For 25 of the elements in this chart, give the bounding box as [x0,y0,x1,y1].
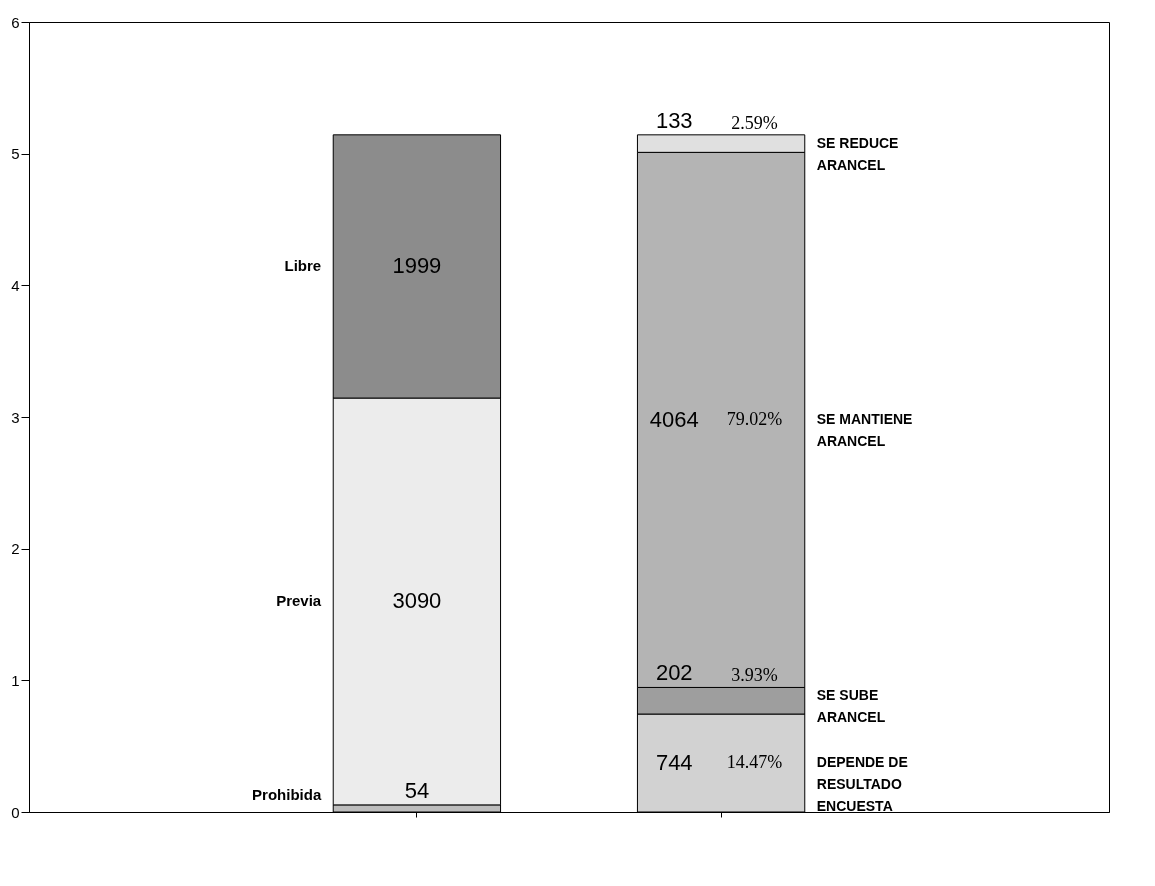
y-tick-label: 4 [11,276,20,294]
series-label: SE SUBE ARANCEL [816,687,886,726]
annotation: 14.47% [726,752,783,773]
y-tick-label: 6 [11,13,20,31]
y-tick-label: 2 [11,540,20,558]
series-label: SE MANTIENE ARANCEL [816,410,913,449]
annotation: 1999 [392,253,442,279]
annotation: 133 [655,107,693,133]
annotation: 202 [655,660,693,686]
series-label: Libre [284,257,322,275]
annotation: 744 [655,750,693,776]
annotation: 2.59% [731,112,778,133]
annotation: 3090 [392,588,442,614]
annotation: 3.93% [731,665,778,686]
y-tick-label: 5 [11,145,20,163]
y-tick-label: 1 [11,671,20,689]
annotation: 79.02% [726,408,783,429]
annotation: 4064 [649,406,699,432]
series-label: SE REDUCE ARANCEL [816,134,899,173]
series-label: Prohibida [252,785,322,803]
series-label: Previa [276,592,322,610]
series-label: DEPENDE DE RESULTADO ENCUESTA [816,754,908,815]
y-tick-label: 0 [11,803,20,821]
annotation: 54 [404,777,430,803]
y-tick-label: 3 [11,408,20,426]
